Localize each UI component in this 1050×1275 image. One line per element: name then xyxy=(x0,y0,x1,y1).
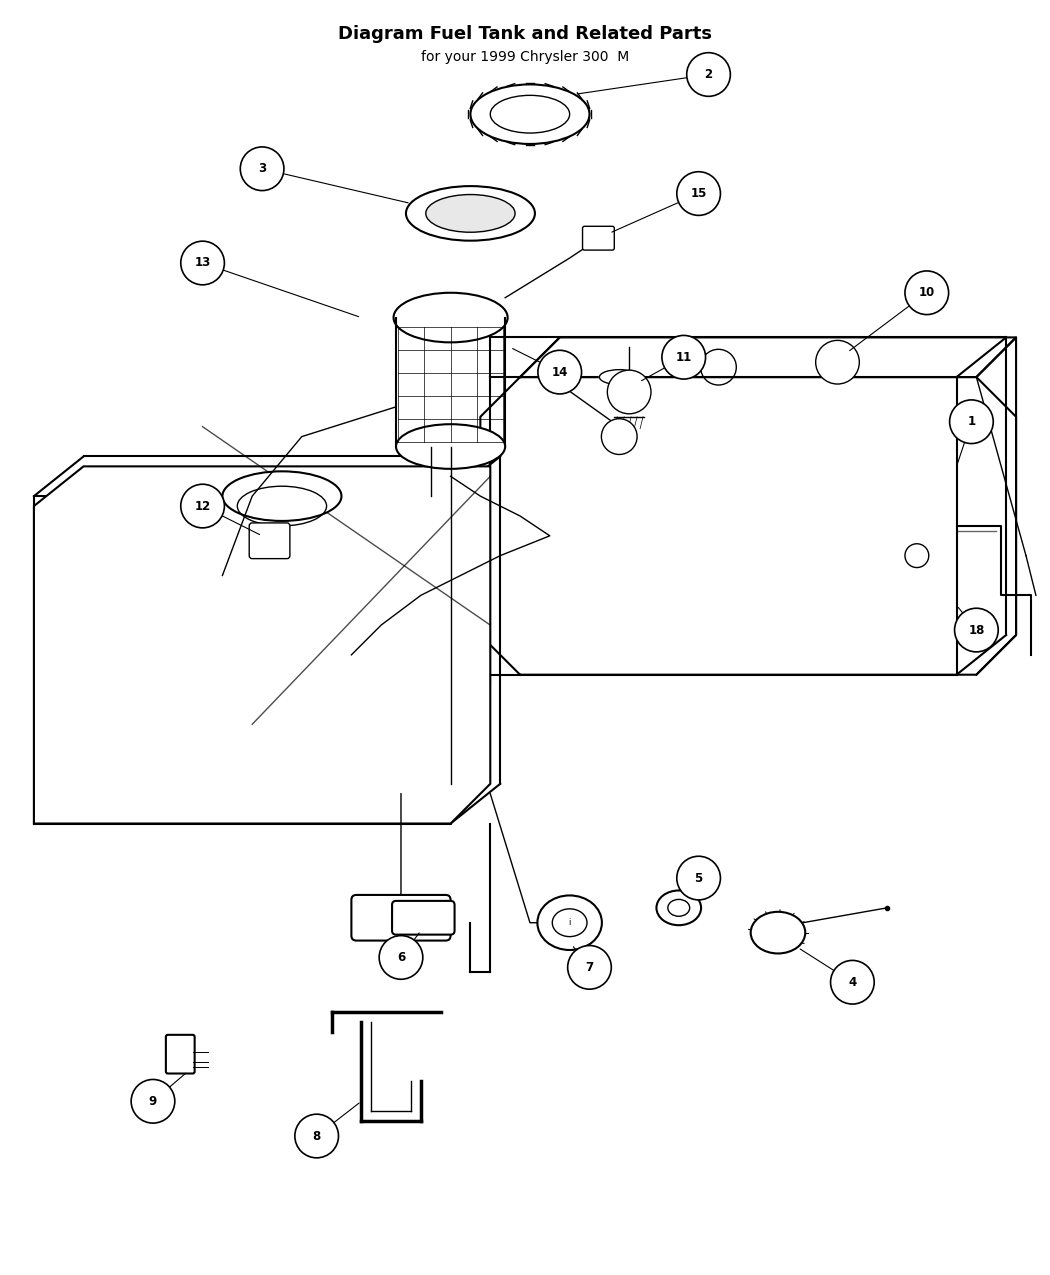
Circle shape xyxy=(687,52,731,97)
Ellipse shape xyxy=(396,425,505,469)
FancyBboxPatch shape xyxy=(249,523,290,558)
Text: 15: 15 xyxy=(691,187,707,200)
Text: for your 1999 Chrysler 300  M: for your 1999 Chrysler 300 M xyxy=(421,50,629,64)
Circle shape xyxy=(181,484,225,528)
Circle shape xyxy=(607,370,651,414)
Text: 5: 5 xyxy=(694,872,702,885)
Text: 6: 6 xyxy=(397,951,405,964)
Circle shape xyxy=(816,340,859,384)
PathPatch shape xyxy=(34,467,490,824)
Ellipse shape xyxy=(751,912,805,954)
Text: 18: 18 xyxy=(968,623,985,636)
FancyBboxPatch shape xyxy=(392,901,455,935)
Text: i: i xyxy=(568,918,571,927)
Text: 7: 7 xyxy=(586,961,593,974)
Ellipse shape xyxy=(394,293,507,343)
Circle shape xyxy=(905,270,948,315)
Ellipse shape xyxy=(538,895,602,950)
Text: 12: 12 xyxy=(194,500,211,513)
Circle shape xyxy=(677,857,720,900)
Text: 11: 11 xyxy=(675,351,692,363)
Circle shape xyxy=(379,936,423,979)
Text: 8: 8 xyxy=(313,1130,321,1142)
Text: Diagram Fuel Tank and Related Parts: Diagram Fuel Tank and Related Parts xyxy=(338,26,712,43)
FancyBboxPatch shape xyxy=(166,1035,194,1074)
Circle shape xyxy=(538,351,582,394)
Text: 10: 10 xyxy=(919,287,934,300)
Text: 4: 4 xyxy=(848,975,857,988)
Circle shape xyxy=(568,946,611,989)
Circle shape xyxy=(131,1080,174,1123)
Circle shape xyxy=(662,335,706,379)
FancyBboxPatch shape xyxy=(352,895,450,941)
Text: 1: 1 xyxy=(967,416,975,428)
Text: 9: 9 xyxy=(149,1095,158,1108)
Text: 13: 13 xyxy=(194,256,211,269)
Ellipse shape xyxy=(426,195,516,232)
Text: 2: 2 xyxy=(705,68,713,82)
Circle shape xyxy=(295,1114,338,1158)
Circle shape xyxy=(602,418,637,454)
Circle shape xyxy=(954,608,999,652)
Circle shape xyxy=(949,400,993,444)
Ellipse shape xyxy=(600,370,639,385)
Circle shape xyxy=(677,172,720,215)
Text: 14: 14 xyxy=(551,366,568,379)
Text: 3: 3 xyxy=(258,162,266,175)
Circle shape xyxy=(831,960,875,1005)
Circle shape xyxy=(181,241,225,284)
Circle shape xyxy=(240,147,284,190)
Ellipse shape xyxy=(406,186,534,241)
Ellipse shape xyxy=(470,84,589,144)
FancyBboxPatch shape xyxy=(583,226,614,250)
Ellipse shape xyxy=(223,472,341,521)
Ellipse shape xyxy=(656,890,701,926)
